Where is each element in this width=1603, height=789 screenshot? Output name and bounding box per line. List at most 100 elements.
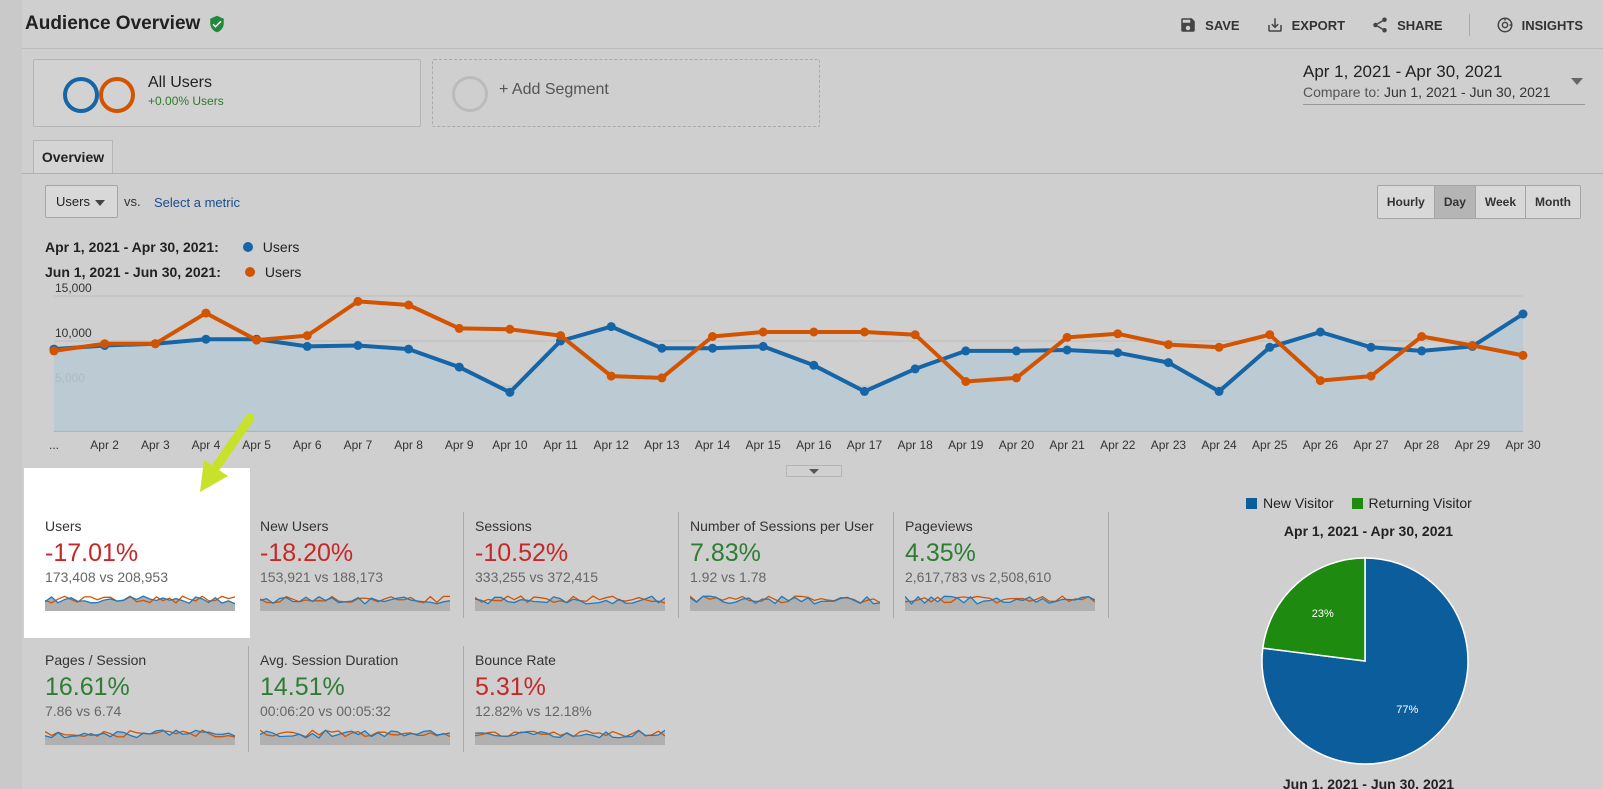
metric-tile[interactable]: New Users -18.20% 153,921 vs 188,173 [260, 518, 460, 611]
data-point[interactable] [708, 332, 718, 341]
data-point[interactable] [1113, 329, 1123, 339]
data-point[interactable] [961, 346, 971, 356]
data-point[interactable] [758, 341, 768, 351]
metric-select[interactable]: Users [45, 185, 118, 218]
legend-dot-blue [242, 242, 253, 252]
visitor-pie-chart: 77% 23% [1261, 557, 1469, 765]
data-point[interactable] [353, 296, 363, 306]
insights-button[interactable]: INSIGHTS [1496, 16, 1583, 34]
data-point[interactable] [1315, 376, 1325, 386]
data-point[interactable] [1518, 350, 1528, 360]
metric-tile[interactable]: Pageviews 4.35% 2,617,783 vs 2,508,610 [905, 518, 1105, 611]
data-point[interactable] [859, 327, 869, 337]
data-point[interactable] [910, 330, 920, 340]
data-point[interactable] [1113, 348, 1123, 358]
data-point[interactable] [1062, 332, 1072, 342]
metric-tile[interactable]: Number of Sessions per User 7.83% 1.92 vs … [690, 518, 890, 611]
granularity-hourly[interactable]: Hourly [1377, 186, 1434, 218]
data-point[interactable] [454, 362, 464, 372]
data-point[interactable] [201, 308, 211, 318]
save-button[interactable]: SAVE [1179, 16, 1240, 34]
segment-all-users[interactable]: All Users +0.00% Users [33, 59, 421, 127]
data-point[interactable] [1315, 327, 1325, 337]
data-point[interactable] [353, 341, 363, 350]
data-point[interactable] [1062, 345, 1072, 355]
data-point[interactable] [1417, 332, 1427, 341]
save-icon [1181, 18, 1195, 32]
legend-returning-visitor: Returning Visitor [1368, 495, 1472, 511]
pie-slice-label: 77% [1396, 704, 1418, 716]
data-point[interactable] [1214, 386, 1224, 396]
metric-tile[interactable]: Avg. Session Duration 14.51% 00:06:20 vs 0… [260, 652, 460, 745]
data-point[interactable] [1366, 342, 1376, 352]
data-point[interactable] [809, 327, 819, 337]
select-metric-link[interactable]: Select a metric [154, 195, 240, 210]
sparkline [260, 729, 450, 745]
header-divider [22, 48, 1603, 49]
data-point[interactable] [1011, 346, 1021, 356]
annotation-arrow-icon [200, 413, 255, 492]
tab-overview[interactable]: Overview [33, 140, 113, 174]
data-point[interactable] [1265, 330, 1275, 340]
collapse-chart-button[interactable] [786, 465, 842, 477]
data-point[interactable] [1417, 346, 1427, 356]
data-point[interactable] [1467, 341, 1477, 350]
data-point[interactable] [708, 343, 718, 353]
data-point[interactable] [1214, 342, 1224, 352]
data-point[interactable] [100, 339, 110, 349]
metric-tile[interactable]: Sessions -10.52% 333,255 vs 372,415 [475, 518, 675, 611]
data-point[interactable] [809, 360, 819, 370]
data-point[interactable] [606, 371, 616, 381]
share-button[interactable]: SHARE [1371, 16, 1443, 34]
metric-tile[interactable]: Pages / Session 16.61% 7.86 vs 6.74 [45, 652, 245, 745]
x-tick-label: Apr 14 [695, 438, 731, 452]
data-point[interactable] [606, 322, 616, 332]
data-point[interactable] [49, 346, 59, 356]
add-segment-label: + Add Segment [499, 81, 609, 98]
data-point[interactable] [1366, 371, 1376, 381]
data-point[interactable] [404, 344, 414, 354]
data-point[interactable] [454, 323, 464, 333]
compare-range: Jun 1, 2021 - Jun 30, 2021 [1383, 84, 1551, 100]
data-point[interactable] [657, 343, 667, 353]
granularity-day[interactable]: Day [1433, 186, 1475, 218]
data-point[interactable] [1518, 309, 1528, 319]
add-segment-button[interactable]: + Add Segment [432, 59, 820, 127]
legend-new-visitor: New Visitor [1263, 495, 1334, 511]
date-range-compare: Compare to: Jun 1, 2021 - Jun 30, 2021 [1303, 84, 1585, 100]
data-point[interactable] [505, 387, 515, 397]
vs-label: vs. [124, 194, 141, 209]
data-point[interactable] [505, 324, 515, 334]
sparkline [45, 729, 235, 745]
data-point[interactable] [758, 327, 768, 337]
data-point[interactable] [1011, 373, 1021, 383]
data-point[interactable] [150, 339, 160, 349]
page-title: Audience Overview [25, 13, 226, 35]
data-point[interactable] [1265, 342, 1275, 352]
data-point[interactable] [657, 373, 667, 383]
sparkline-current [475, 595, 665, 605]
tile-divider [463, 646, 464, 752]
data-point[interactable] [910, 364, 920, 374]
pie-slice[interactable] [1261, 557, 1366, 662]
pie-legend: New Visitor Returning Visitor [1246, 495, 1472, 511]
export-button[interactable]: EXPORT [1266, 16, 1345, 34]
x-tick-label: Apr 2 [90, 438, 119, 452]
data-point[interactable] [1163, 340, 1173, 350]
sparkline-current [45, 729, 235, 739]
metric-tile[interactable]: Users -17.01% 173,408 vs 208,953 [45, 518, 245, 611]
data-point[interactable] [556, 331, 566, 341]
date-range-picker[interactable]: Apr 1, 2021 - Apr 30, 2021 Compare to: J… [1303, 62, 1585, 105]
data-point[interactable] [859, 386, 869, 396]
page-title-text: Audience Overview [25, 13, 201, 34]
metric-tile[interactable]: Bounce Rate 5.31% 12.82% vs 12.18% [475, 652, 675, 745]
data-point[interactable] [302, 331, 312, 341]
data-point[interactable] [961, 377, 971, 386]
data-point[interactable] [404, 300, 414, 310]
granularity-month[interactable]: Month [1525, 186, 1580, 218]
data-point[interactable] [302, 341, 312, 351]
data-point[interactable] [252, 335, 262, 345]
granularity-week[interactable]: Week [1474, 186, 1526, 218]
data-point[interactable] [1163, 358, 1173, 368]
data-point[interactable] [201, 334, 211, 344]
